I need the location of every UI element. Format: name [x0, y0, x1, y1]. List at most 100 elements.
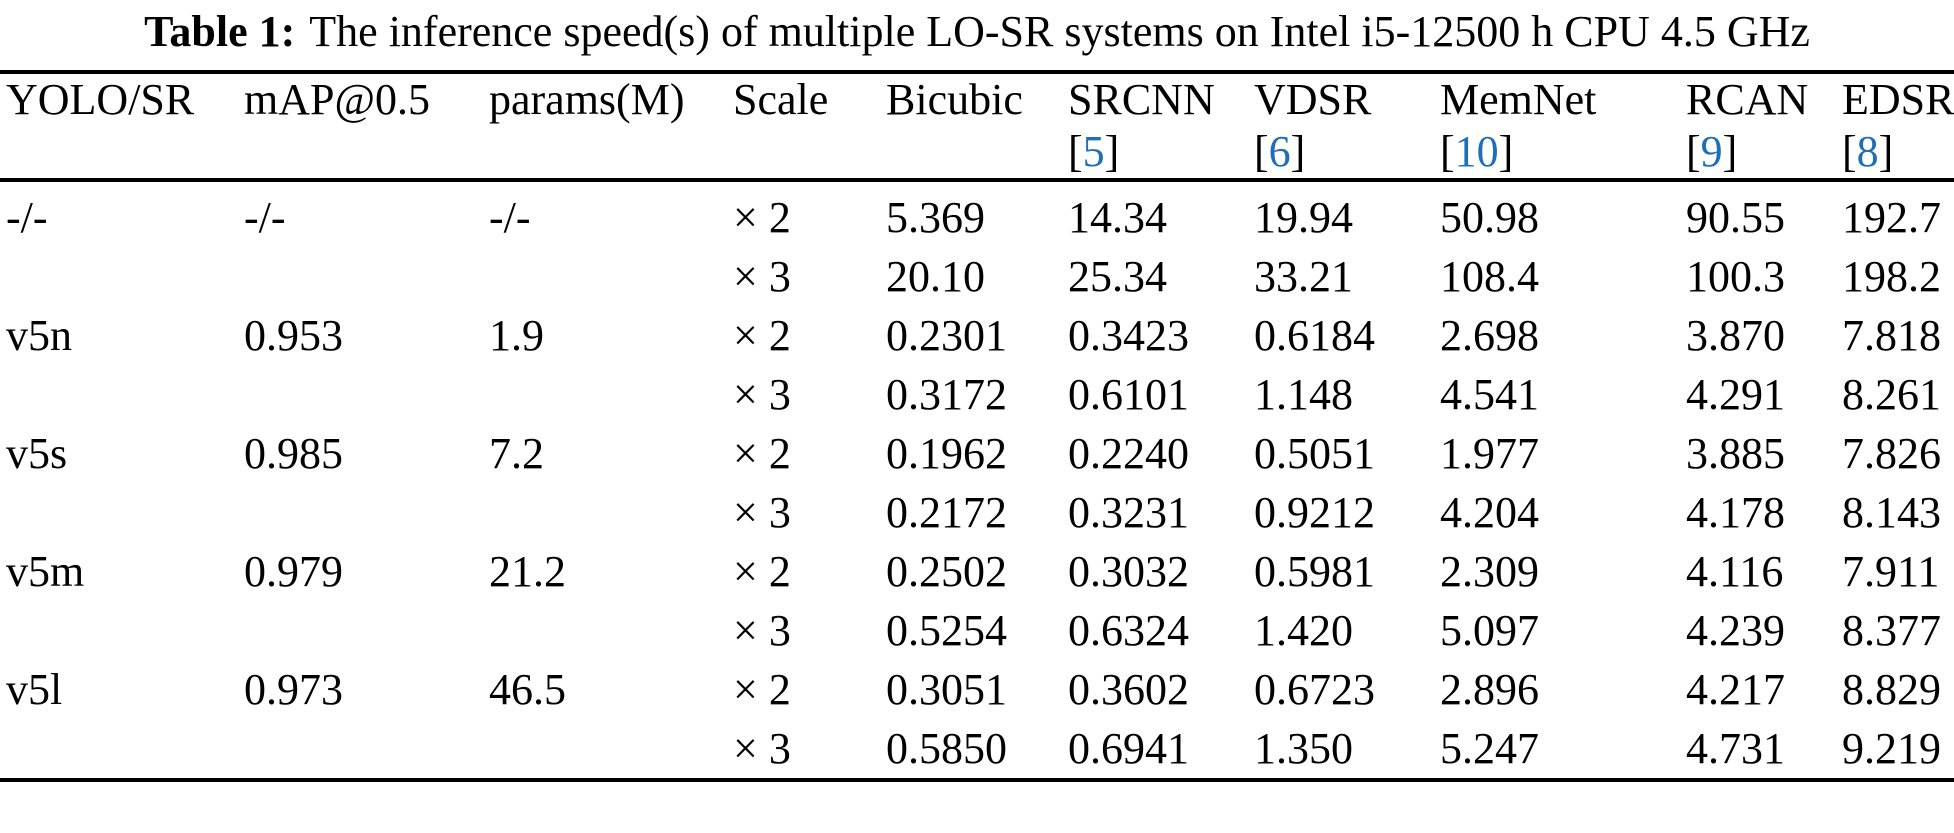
table-cell: 198.2: [1842, 252, 1941, 301]
table-cell: 0.5981: [1254, 547, 1375, 596]
table-cell: 0.1962: [886, 429, 1007, 478]
citation: [10]: [1440, 126, 1680, 176]
table-cell: 0.2172: [886, 488, 1007, 537]
table-cell: 0.3231: [1068, 488, 1189, 537]
citation-link[interactable]: 10: [1454, 127, 1499, 176]
table-cell: 46.5: [489, 665, 566, 714]
table-cell: [483, 483, 727, 542]
table-cell: 0.2301: [886, 311, 1007, 360]
table-cell: 0.3602: [1068, 665, 1189, 714]
table-cell: 192.7: [1842, 193, 1941, 242]
citation-link[interactable]: 6: [1268, 127, 1291, 176]
table-cell: 1.350: [1254, 724, 1353, 773]
table-cell: 20.10: [886, 252, 985, 301]
column-header-rcan: RCAN [9]: [1680, 72, 1836, 182]
citation-bracket-close: ]: [1104, 127, 1120, 176]
table-cell: [0, 719, 238, 780]
table-cell: 0.6101: [1068, 370, 1189, 419]
table-cell: v5n: [6, 311, 72, 360]
table-cell: × 2: [733, 429, 791, 478]
table-cell: 3.870: [1686, 311, 1785, 360]
table-cell: v5l: [6, 665, 63, 714]
table-cell: [238, 247, 483, 306]
table-cell: 0.5850: [886, 724, 1007, 773]
table-cell: 33.21: [1254, 252, 1353, 301]
table-caption-label: Table 1:: [144, 7, 296, 56]
column-header-vdsr: VDSR [6]: [1248, 72, 1434, 182]
column-name: EDSR: [1842, 75, 1954, 124]
table-row: v5m 0.979 21.2 × 2 0.2502 0.3032 0.5981 2.309 4.…: [0, 542, 1954, 601]
column-header-yolo-sr: YOLO/SR: [0, 72, 238, 182]
table-cell: 4.217: [1686, 665, 1785, 714]
table-row: × 3 20.10 25.34 33.21 108.4 100.3 198.2: [0, 247, 1954, 306]
table-cell: [0, 483, 238, 542]
table-cell: 4.541: [1440, 370, 1539, 419]
table-cell: 108.4: [1440, 252, 1539, 301]
table-cell: 5.369: [886, 193, 985, 242]
table-cell: 4.291: [1686, 370, 1785, 419]
column-name: params(M): [489, 75, 685, 124]
table-cell: 0.2240: [1068, 429, 1189, 478]
table-cell: × 3: [733, 606, 791, 655]
table-cell: 8.829: [1842, 665, 1941, 714]
table-cell: [238, 601, 483, 660]
column-header-scale: Scale: [727, 72, 880, 182]
inference-speed-table: YOLO/SR mAP@0.5 params(M) Scale Bicubic SRCNN…: [0, 70, 1954, 782]
table-cell: 7.818: [1842, 311, 1941, 360]
citation-link[interactable]: 9: [1700, 127, 1723, 176]
table-cell: v5s: [6, 429, 68, 478]
column-name: VDSR: [1254, 75, 1372, 124]
table-cell: [483, 365, 727, 424]
table-cell: [0, 601, 238, 660]
table-cell: 90.55: [1686, 193, 1785, 242]
table-cell: [238, 483, 483, 542]
table-cell: 50.98: [1440, 193, 1539, 242]
table-cell: × 2: [733, 665, 791, 714]
table-cell: [483, 247, 727, 306]
table-cell: 7.2: [489, 429, 544, 478]
column-header-map-0-5: mAP@0.5: [238, 72, 483, 182]
table-cell: × 3: [733, 488, 791, 537]
citation-link[interactable]: 8: [1856, 127, 1879, 176]
citation-bracket-close: ]: [1290, 127, 1306, 176]
table-caption: Table 1: The inference speed(s) of multip…: [0, 0, 1954, 70]
citation-bracket-close: ]: [1722, 127, 1738, 176]
column-header-params-m: params(M): [483, 72, 727, 182]
column-header-memnet: MemNet [10]: [1434, 72, 1680, 182]
table-cell: [0, 247, 238, 306]
column-name: mAP@0.5: [244, 75, 430, 124]
table-cell: 4.239: [1686, 606, 1785, 655]
citation: [5]: [1068, 126, 1248, 176]
table-cell: 8.143: [1842, 488, 1941, 537]
table-row: × 3 0.3172 0.6101 1.148 4.541 4.291 8.261: [0, 365, 1954, 424]
table-cell: 100.3: [1686, 252, 1785, 301]
table-cell: 2.698: [1440, 311, 1539, 360]
table-cell: 0.3423: [1068, 311, 1189, 360]
table-cell: 14.34: [1068, 193, 1167, 242]
table-cell: 4.178: [1686, 488, 1785, 537]
table-cell: 2.309: [1440, 547, 1539, 596]
table-cell: 19.94: [1254, 193, 1353, 242]
citation: [8]: [1842, 126, 1954, 176]
table-cell: [238, 719, 483, 780]
table-cell: 0.5051: [1254, 429, 1375, 478]
citation-link[interactable]: 5: [1082, 127, 1105, 176]
table-cell: × 3: [733, 724, 791, 773]
table-cell: 0.6184: [1254, 311, 1375, 360]
table-cell: 1.148: [1254, 370, 1353, 419]
column-name: RCAN: [1686, 75, 1809, 124]
table-cell: 5.247: [1440, 724, 1539, 773]
table-cell: 7.911: [1842, 547, 1940, 596]
table-cell: 8.377: [1842, 606, 1941, 655]
table-cell: -/-: [6, 193, 48, 242]
citation: [6]: [1254, 126, 1434, 176]
table-row: × 3 0.5254 0.6324 1.420 5.097 4.239 8.377: [0, 601, 1954, 660]
table-cell: 4.204: [1440, 488, 1539, 537]
table-cell: 4.116: [1686, 547, 1784, 596]
table-cell: × 2: [733, 311, 791, 360]
table-cell: 2.896: [1440, 665, 1539, 714]
table-cell: 1.420: [1254, 606, 1353, 655]
table-cell: × 2: [733, 547, 791, 596]
table-cell: 8.261: [1842, 370, 1941, 419]
